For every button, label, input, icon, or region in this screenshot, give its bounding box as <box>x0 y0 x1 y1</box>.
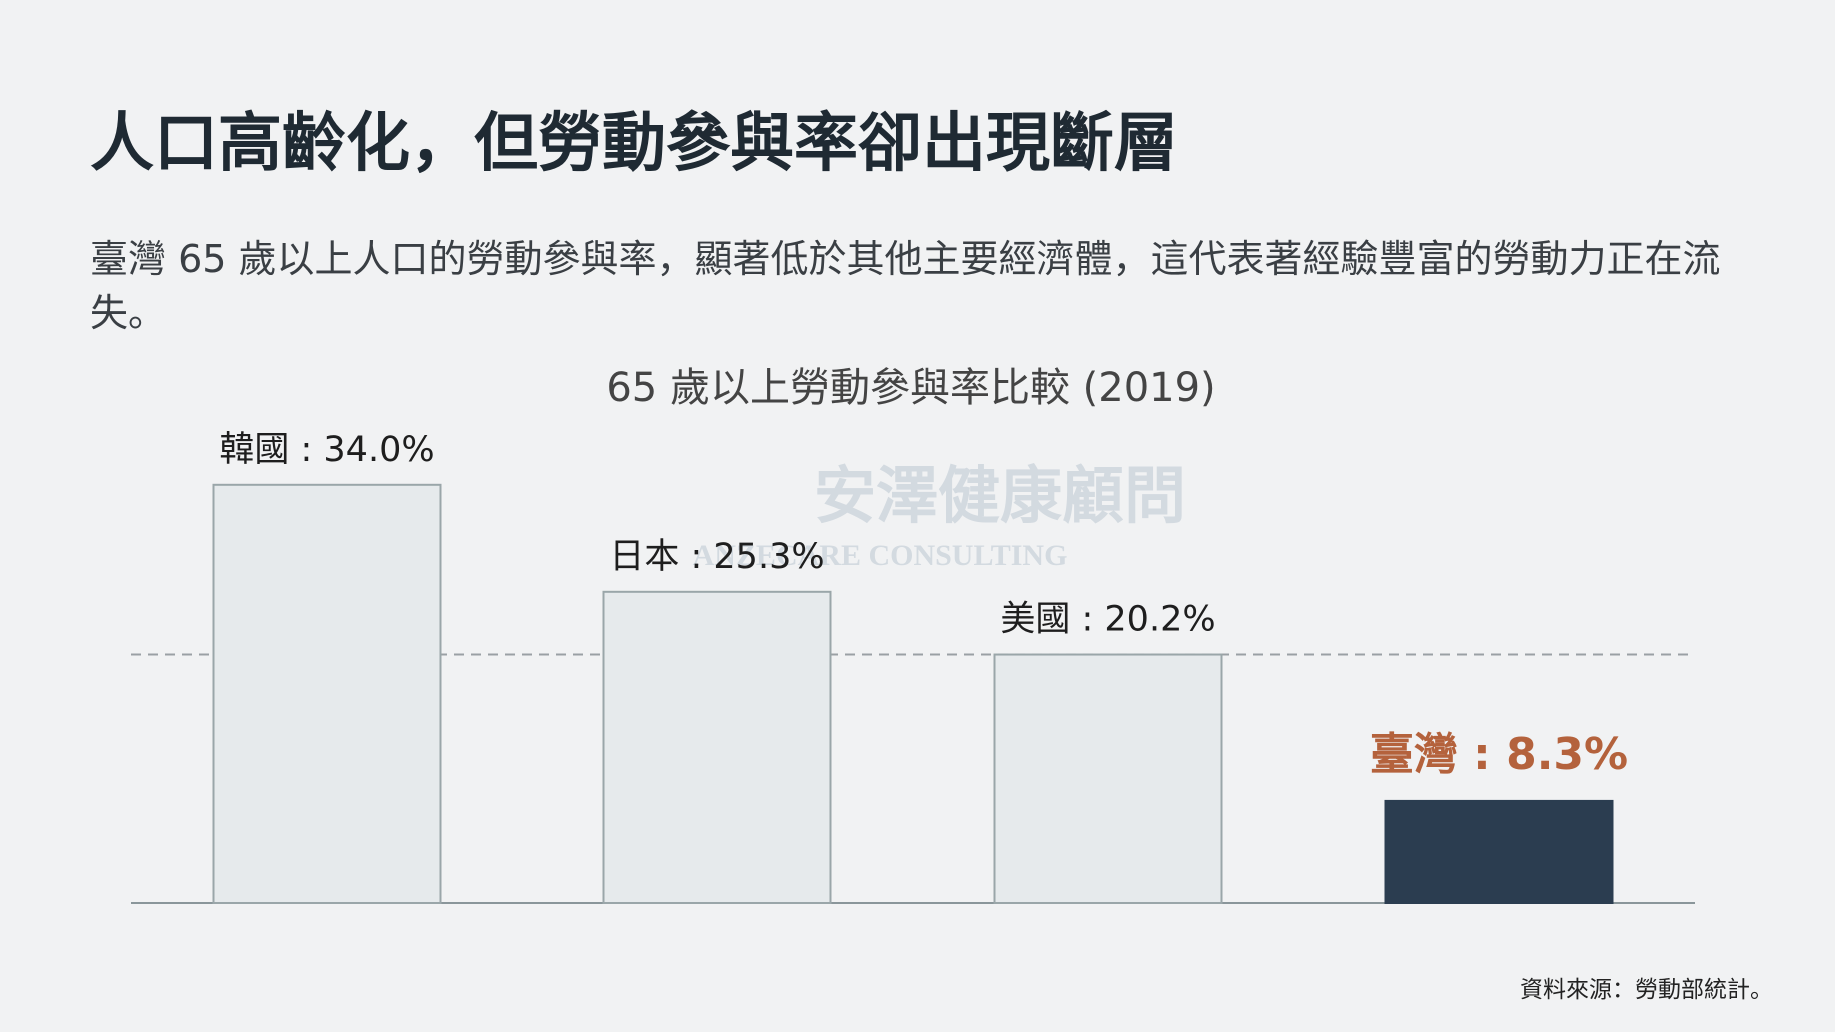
bar <box>212 483 442 904</box>
data-label: 日本 : 25.3% <box>609 537 824 577</box>
bar <box>1384 799 1614 904</box>
heading: 人口高齡化，但勞動參與率卻出現斷層 <box>90 107 1178 181</box>
data-label: 韓國 : 34.0% <box>219 430 434 470</box>
bar <box>993 653 1223 904</box>
data-label: 臺灣 : 8.3% <box>1370 729 1628 780</box>
data-label: 美國 : 20.2% <box>1000 600 1215 640</box>
watermark-name: 安澤健康顧問 <box>814 459 1186 532</box>
chart-title: 65 歲以上勞動參與率比較 (2019) <box>606 365 1215 411</box>
watermark-english: ANZECARE CONSULTING <box>693 539 1068 572</box>
source-note: 資料來源：勞動部統計。 <box>1520 977 1773 1003</box>
description: 臺灣 65 歲以上人口的勞動參與率，顯著低於其他主要經濟體，這代表著經驗豐富的勞… <box>90 237 1721 335</box>
bar <box>602 590 832 904</box>
